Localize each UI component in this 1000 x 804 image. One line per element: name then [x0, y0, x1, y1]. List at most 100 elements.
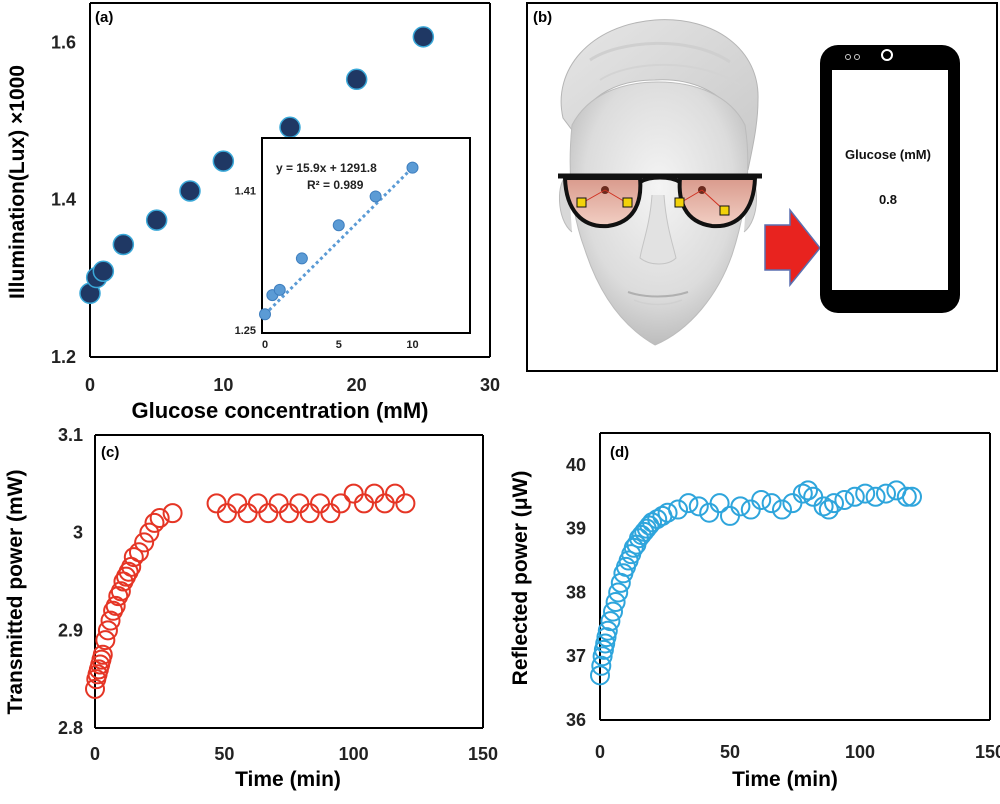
data-point: [149, 508, 170, 529]
data-point: [212, 150, 235, 172]
data-point: [751, 489, 772, 510]
data-point: [110, 581, 131, 602]
data-point: [85, 678, 105, 699]
x-tick-label: 150: [468, 744, 498, 764]
data-point: [179, 180, 201, 202]
inset-data-point: [332, 219, 345, 232]
data-point: [818, 499, 839, 520]
inset-data-point: [273, 283, 286, 296]
data-point: [761, 493, 782, 514]
panel-label-d: (d): [610, 444, 629, 461]
data-point: [876, 483, 896, 504]
data-point: [343, 483, 364, 504]
smart-glasses: [558, 173, 762, 229]
data-point: [668, 499, 688, 520]
data-point: [740, 499, 761, 520]
y-tick-label: 40: [566, 455, 586, 475]
y-tick-label: 38: [566, 582, 586, 602]
data-point: [237, 503, 258, 524]
data-point: [678, 493, 699, 514]
y-axis-title: Illumination(Lux) ×1000: [6, 65, 29, 299]
data-point: [709, 493, 730, 514]
y-axis-title: Reflected power (μW): [509, 471, 532, 686]
r-squared: R² = 0.989: [307, 178, 364, 192]
data-point: [139, 522, 160, 543]
data-point: [354, 493, 375, 514]
y-tick-label: 36: [566, 710, 586, 730]
x-tick-label: 0: [85, 375, 95, 395]
panel-label-a: (a): [95, 9, 113, 26]
inset-y-tick-label: 1.41: [235, 185, 256, 197]
data-point: [92, 644, 113, 665]
y-tick-label: 37: [566, 646, 586, 666]
y-tick-label: 1.2: [51, 347, 76, 367]
x-tick-label: 100: [845, 742, 875, 762]
inset-chart: 0 5 10 1.25 1.41 y = 15.9x + 1291.8 R² = 0.…: [235, 137, 471, 351]
y-tick-label: 2.8: [58, 718, 83, 738]
data-point: [647, 509, 668, 530]
panel-c: (c) 0 50 100 150 2.8 2.9 3 3.1 Time (min) Tran…: [4, 425, 498, 791]
data-point: [688, 496, 709, 517]
data-point: [97, 620, 118, 641]
data-point: [279, 116, 301, 139]
panel-a: (a) 0 10 20 30 1.2 1.4 1.6 Glucose concentrat…: [6, 2, 500, 423]
inset-data-point: [259, 308, 271, 321]
data-point: [144, 512, 165, 533]
data-point: [268, 493, 289, 514]
data-point: [310, 493, 331, 514]
phone-glucose-label: Glucose (mM): [845, 147, 931, 162]
data-point: [720, 505, 740, 526]
inset-x-tick-label: 0: [262, 339, 268, 351]
data-point: [216, 503, 237, 524]
y-tick-label: 39: [566, 519, 586, 539]
inset-data-points: [259, 161, 419, 321]
data-point: [128, 542, 149, 563]
x-tick-labels: 0 50 100 150: [595, 742, 1000, 762]
red-arrow: [764, 207, 821, 288]
data-point: [134, 532, 155, 553]
data-point: [824, 493, 844, 514]
smartphone: Glucose (mM) 0.8: [820, 45, 960, 313]
x-tick-label: 0: [595, 742, 605, 762]
y-tick-label: 3.1: [58, 425, 83, 445]
regression-equation: y = 15.9x + 1291.8: [276, 161, 377, 175]
data-point: [902, 486, 922, 507]
panel-b: (b): [526, 2, 998, 372]
data-point: [412, 26, 435, 48]
data-point: [608, 582, 629, 603]
y-tick-label: 1.4: [51, 190, 76, 210]
data-point: [896, 486, 917, 507]
x-tick-label: 10: [213, 375, 233, 395]
data-point: [730, 496, 751, 517]
inset-data-point: [406, 161, 419, 174]
data-point: [123, 547, 144, 568]
inset-x-tick-labels: 0 5 10: [262, 339, 419, 351]
data-point: [279, 503, 299, 524]
y-tick-labels: 1.2 1.4 1.6: [51, 32, 76, 367]
panel-d: (d) 0 50 100 150 36 37 38 39 40 Time (min) Refl…: [509, 432, 1000, 791]
data-point: [855, 483, 876, 504]
inset-y-tick-labels: 1.25 1.41: [235, 185, 256, 337]
data-point: [364, 483, 385, 504]
data-point: [792, 483, 813, 504]
data-point: [330, 493, 351, 514]
x-tick-label: 50: [214, 744, 234, 764]
inset-data-point: [369, 190, 382, 203]
data-point: [112, 233, 135, 256]
data-point: [699, 502, 720, 523]
data-point: [95, 630, 116, 651]
x-tick-labels: 0 10 20 30: [85, 375, 500, 395]
data-point: [657, 502, 678, 523]
y-axis-title: Transmitted power (mW): [4, 469, 27, 714]
x-tick-labels: 0 50 100 150: [90, 744, 498, 764]
data-point: [834, 489, 855, 510]
data-point: [374, 493, 395, 514]
data-point: [162, 503, 183, 524]
inset-y-tick-label: 1.25: [235, 325, 256, 337]
data-point: [591, 655, 612, 676]
data-point: [597, 620, 618, 641]
data-point: [590, 665, 610, 686]
x-axis-title: Time (min): [732, 768, 838, 791]
x-tick-label: 0: [90, 744, 100, 764]
